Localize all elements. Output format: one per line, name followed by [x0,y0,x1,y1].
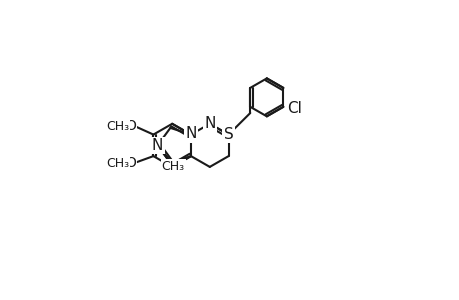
Text: N: N [151,138,163,153]
Text: N: N [204,116,215,131]
Text: N: N [185,126,196,141]
Text: CH₃: CH₃ [106,157,129,169]
Text: S: S [223,127,233,142]
Text: CH₃: CH₃ [161,160,184,173]
Text: O: O [125,156,136,170]
Text: O: O [125,119,136,133]
Text: CH₃: CH₃ [106,120,129,133]
Text: Cl: Cl [286,101,301,116]
